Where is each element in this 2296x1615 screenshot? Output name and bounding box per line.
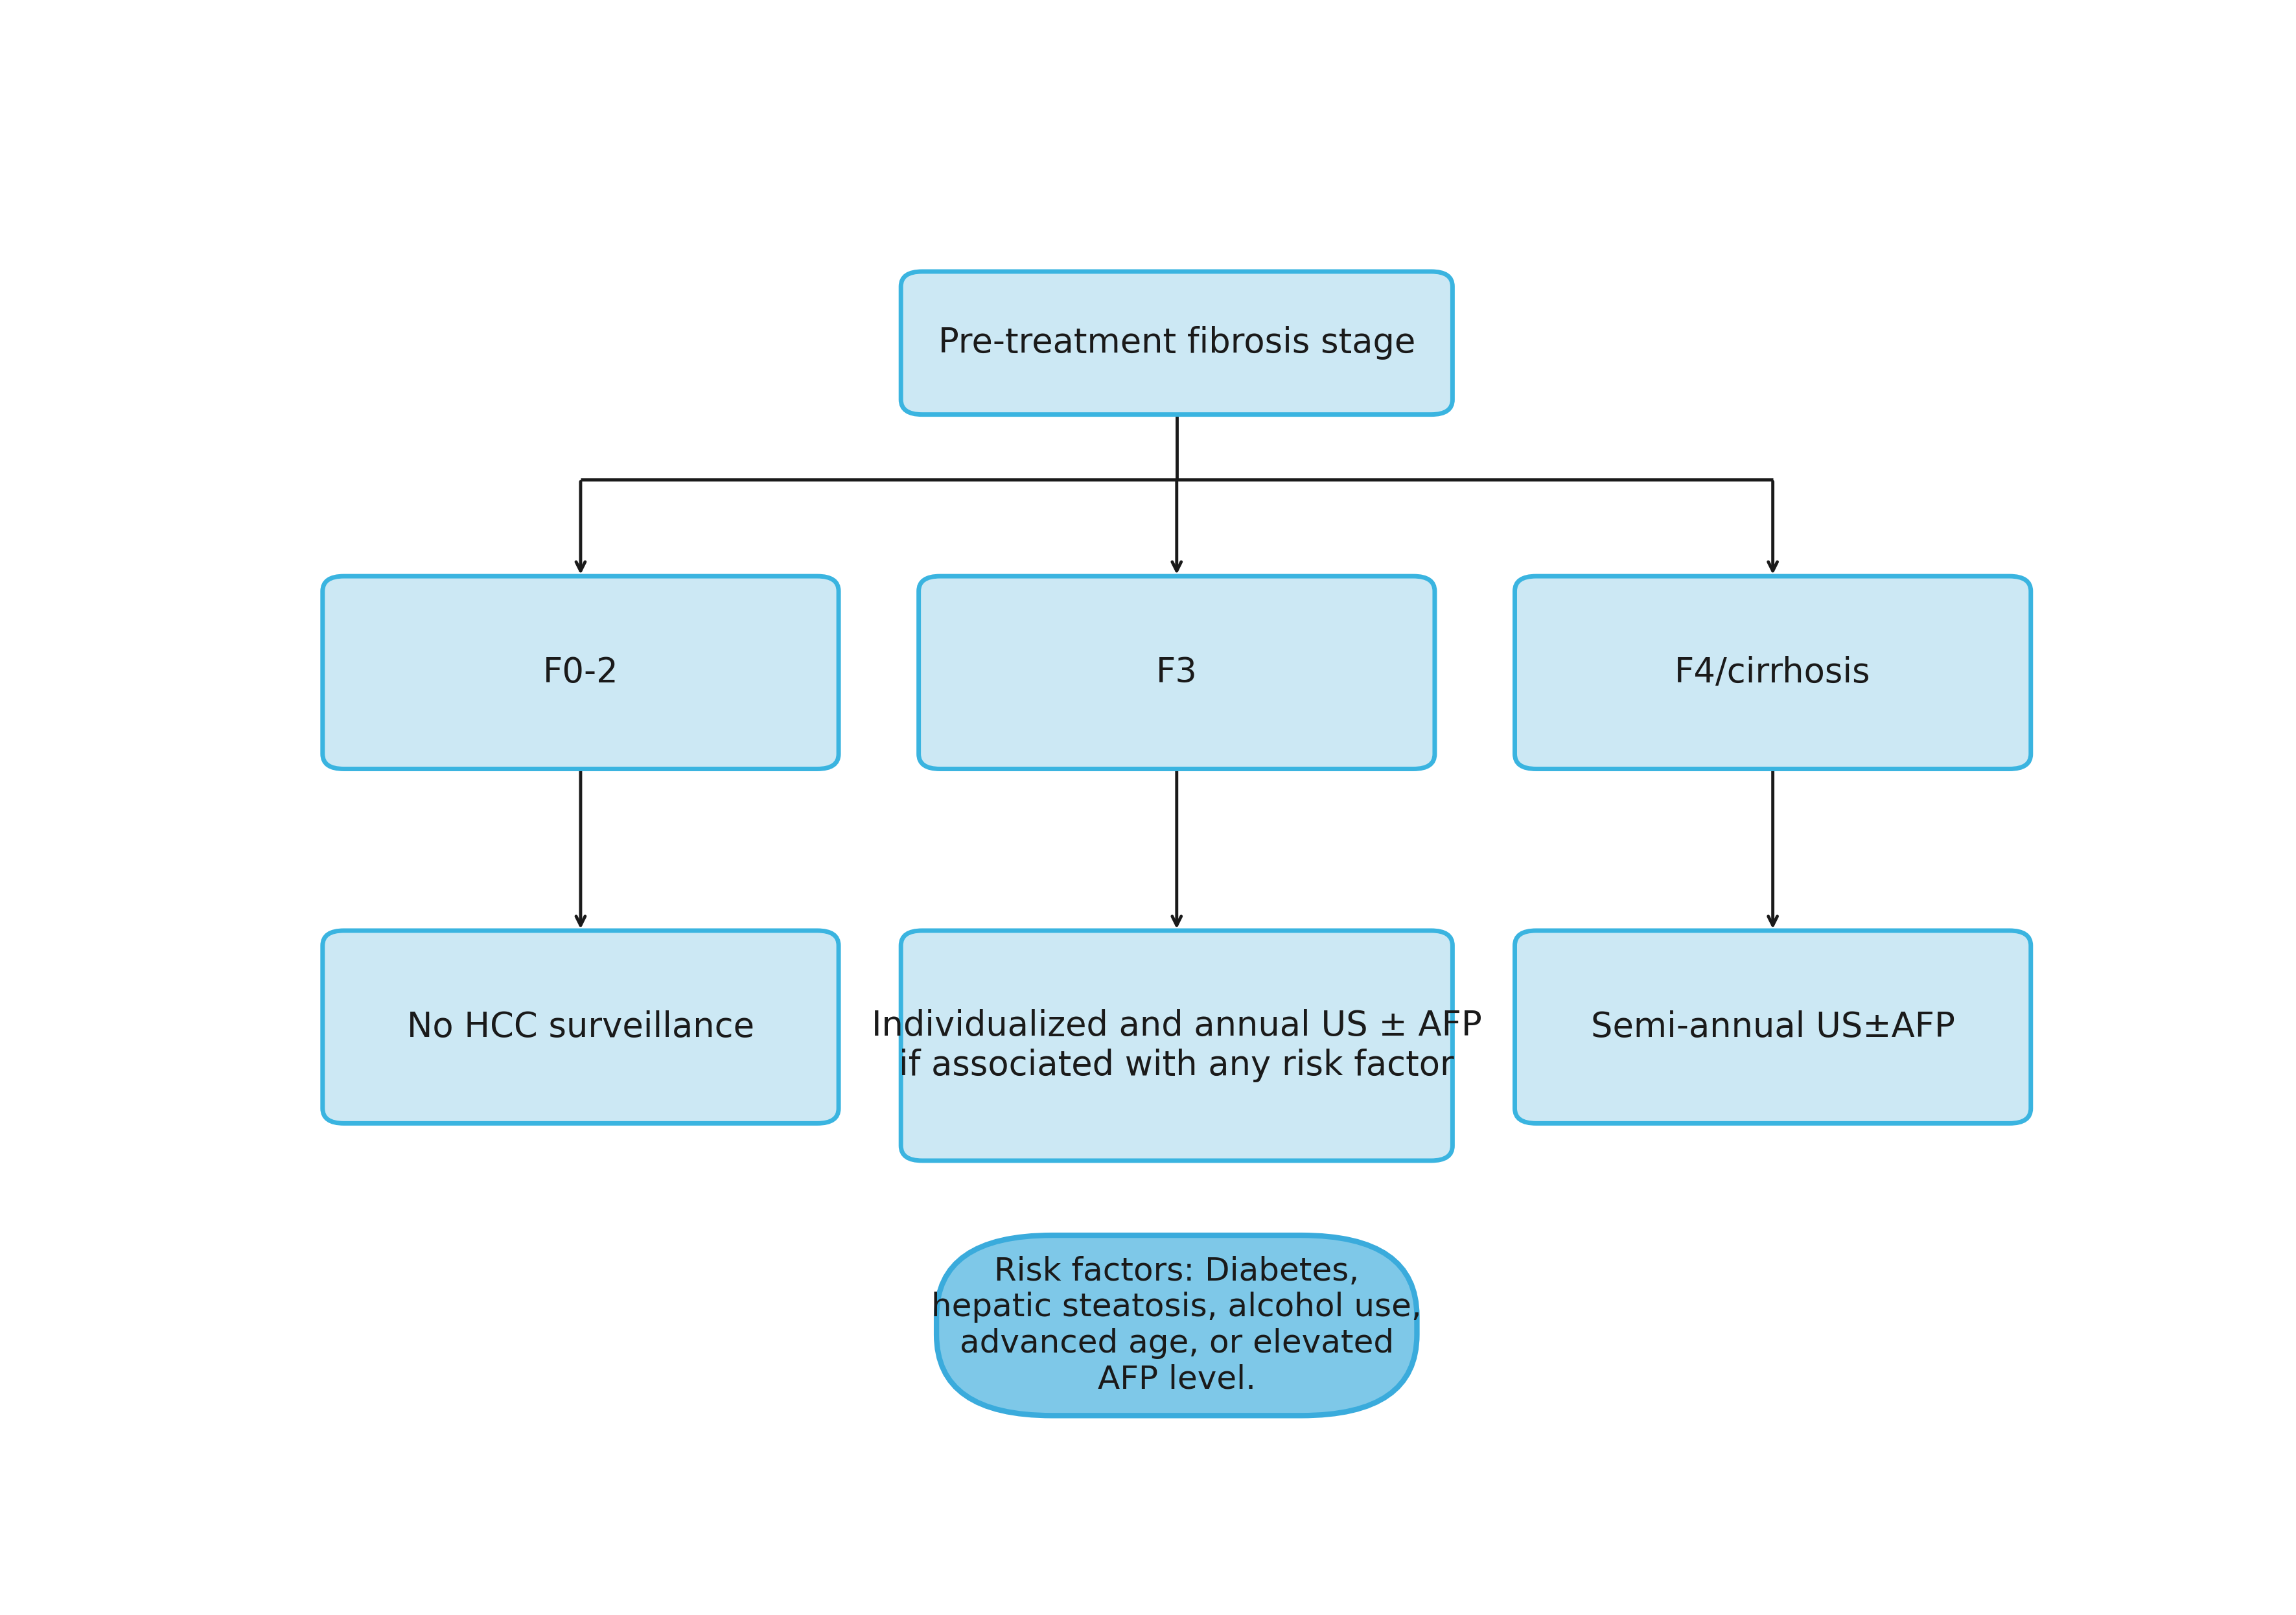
FancyBboxPatch shape [937, 1235, 1417, 1416]
Text: F3: F3 [1155, 656, 1199, 690]
FancyBboxPatch shape [918, 577, 1435, 769]
FancyBboxPatch shape [321, 930, 838, 1124]
Text: Individualized and annual US ± AFP
if associated with any risk factor: Individualized and annual US ± AFP if as… [872, 1009, 1481, 1082]
Text: Pre-treatment fibrosis stage: Pre-treatment fibrosis stage [939, 326, 1414, 360]
Text: Risk factors: Diabetes,
hepatic steatosis, alcohol use,
advanced age, or elevate: Risk factors: Diabetes, hepatic steatosi… [932, 1256, 1421, 1395]
FancyBboxPatch shape [900, 930, 1453, 1161]
Text: F4/cirrhosis: F4/cirrhosis [1674, 656, 1871, 690]
Text: Semi-annual US±AFP: Semi-annual US±AFP [1591, 1009, 1954, 1043]
FancyBboxPatch shape [321, 577, 838, 769]
FancyBboxPatch shape [900, 271, 1453, 415]
Text: F0-2: F0-2 [542, 656, 618, 690]
FancyBboxPatch shape [1515, 577, 2032, 769]
Text: No HCC surveillance: No HCC surveillance [406, 1009, 755, 1043]
FancyBboxPatch shape [1515, 930, 2032, 1124]
